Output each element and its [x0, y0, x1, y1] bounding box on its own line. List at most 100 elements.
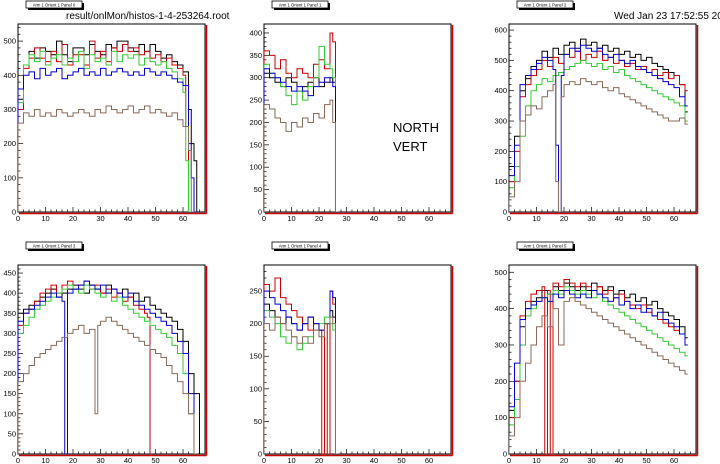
panel-title-tab: Arm 1 Orient 1 Panel 1	[271, 0, 330, 10]
x-tick-label: 40	[124, 456, 132, 464]
series-blue	[264, 68, 339, 212]
x-tick-label: 60	[670, 214, 678, 223]
panel-4: Arm 1 Orient 1 Panel 4 0 10 20 30 40 50 60 0 50 10…	[249, 241, 454, 464]
x-tick-label: 20	[69, 214, 77, 223]
plot-frame	[263, 264, 452, 455]
y-tick-label: 150	[249, 140, 262, 149]
series-brown	[509, 297, 688, 454]
x-tick-label: 50	[642, 456, 650, 464]
date-label: Wed Jan 23 17:52:55 2008	[614, 11, 720, 22]
y-tick-label: 200	[3, 369, 16, 378]
series-blue	[18, 67, 197, 212]
vert-label: VERT	[393, 139, 428, 154]
x-tick-label: 30	[96, 214, 104, 223]
panel-title: Arm 1 Orient 1 Panel 4	[279, 244, 322, 249]
x-tick-label: 40	[370, 456, 378, 464]
x-tick-label: 0	[16, 456, 20, 464]
panel-title-box	[25, 241, 83, 250]
y-tick-label: 200	[494, 147, 507, 156]
panel-1: Arm 1 Orient 1 Panel 1 0 10 20 30 40 50 60 0 50 10…	[249, 0, 454, 223]
x-tick-label: 20	[560, 456, 568, 464]
panel-title: Arm 1 Orient 1 Panel 1	[279, 3, 322, 8]
y-tick-label: 500	[3, 37, 16, 46]
x-tick-label: 0	[16, 214, 20, 223]
panel-title-tab: Arm 1 Orient 1 Panel 3	[25, 241, 84, 251]
x-tick-label: 50	[397, 214, 405, 223]
x-tick-label: 30	[587, 456, 595, 464]
panel-title-box	[25, 0, 83, 9]
y-tick-label: 300	[494, 117, 507, 126]
x-tick-label: 50	[151, 456, 159, 464]
series-group	[264, 32, 339, 212]
series-blue	[264, 290, 339, 454]
panel-title: Arm 1 Orient 1 Panel 2	[524, 3, 567, 8]
x-tick-label: 0	[262, 214, 266, 223]
y-tick-label: 350	[3, 309, 16, 318]
x-tick-label: 50	[151, 214, 159, 223]
series-red	[264, 277, 339, 454]
series-brown	[18, 105, 194, 212]
y-tick-label: 150	[3, 389, 16, 398]
x-tick-label: 10	[41, 214, 49, 223]
y-tick-label: 100	[494, 177, 507, 186]
y-tick-label: 0	[258, 208, 262, 217]
x-tick-label: 0	[262, 456, 266, 464]
series-black	[18, 284, 203, 454]
x-tick-label: 60	[179, 456, 187, 464]
y-tick-label: 400	[3, 289, 16, 298]
y-tick-label: 250	[249, 96, 262, 105]
panel-title-box	[271, 241, 329, 250]
y-tick-label: 100	[3, 173, 16, 182]
series-blue	[509, 44, 688, 212]
y-tick-label: 250	[249, 287, 262, 296]
x-tick-label: 10	[41, 456, 49, 464]
panel-title-box	[516, 241, 574, 250]
panel-0: Arm 1 Orient 1 Panel 0 0 10 20 30 40 50 60 0 100 2…	[3, 0, 208, 223]
y-tick-label: 100	[3, 409, 16, 418]
x-tick-label: 30	[342, 456, 350, 464]
panel-5: Arm 1 Orient 1 Panel 5 0 10 20 30 40 50 60 0 100 2…	[494, 241, 699, 464]
y-tick-label: 400	[494, 86, 507, 95]
plot-frame	[263, 23, 452, 213]
y-tick-label: 0	[503, 450, 507, 459]
x-tick-label: 40	[615, 214, 623, 223]
y-tick-label: 400	[494, 304, 507, 313]
y-tick-label: 200	[3, 139, 16, 148]
series-green	[509, 59, 688, 212]
panel-title-box	[271, 0, 329, 9]
panel-title: Arm 1 Orient 1 Panel 5	[524, 244, 567, 249]
x-tick-label: 60	[425, 456, 433, 464]
x-tick-label: 20	[315, 214, 323, 223]
panel-title-box	[516, 0, 574, 9]
x-tick-label: 0	[507, 456, 511, 464]
series-green	[18, 50, 192, 212]
x-tick-label: 10	[532, 456, 540, 464]
x-tick-label: 10	[532, 214, 540, 223]
x-tick-label: 40	[615, 456, 623, 464]
panel-2: Arm 1 Orient 1 Panel 20 10 20 30 40 50 6001002…	[494, 0, 699, 223]
series-group	[18, 280, 203, 454]
x-tick-label: 10	[287, 214, 295, 223]
series-brown	[18, 316, 197, 454]
y-tick-label: 500	[494, 56, 507, 65]
y-tick-label: 200	[494, 377, 507, 386]
x-tick-label: 30	[96, 456, 104, 464]
y-tick-label: 400	[3, 71, 16, 80]
x-tick-label: 30	[342, 214, 350, 223]
series-group	[509, 279, 688, 454]
y-tick-label: 100	[494, 413, 507, 422]
series-group	[18, 40, 200, 212]
panel-3: Arm 1 Orient 1 Panel 3 0 10 20 30 40 50 60 0 50 10…	[3, 241, 208, 464]
north-label: NORTH	[393, 120, 439, 135]
y-tick-label: 500	[494, 268, 507, 277]
panel-title: Arm 1 Orient 1 Panel 3	[33, 244, 76, 249]
series-group	[509, 38, 688, 212]
y-tick-label: 300	[3, 329, 16, 338]
x-tick-label: 50	[397, 456, 405, 464]
y-tick-label: 400	[249, 28, 262, 37]
x-tick-label: 20	[69, 456, 77, 464]
series-brown	[264, 99, 339, 212]
x-tick-label: 10	[287, 456, 295, 464]
y-tick-label: 0	[12, 450, 16, 459]
